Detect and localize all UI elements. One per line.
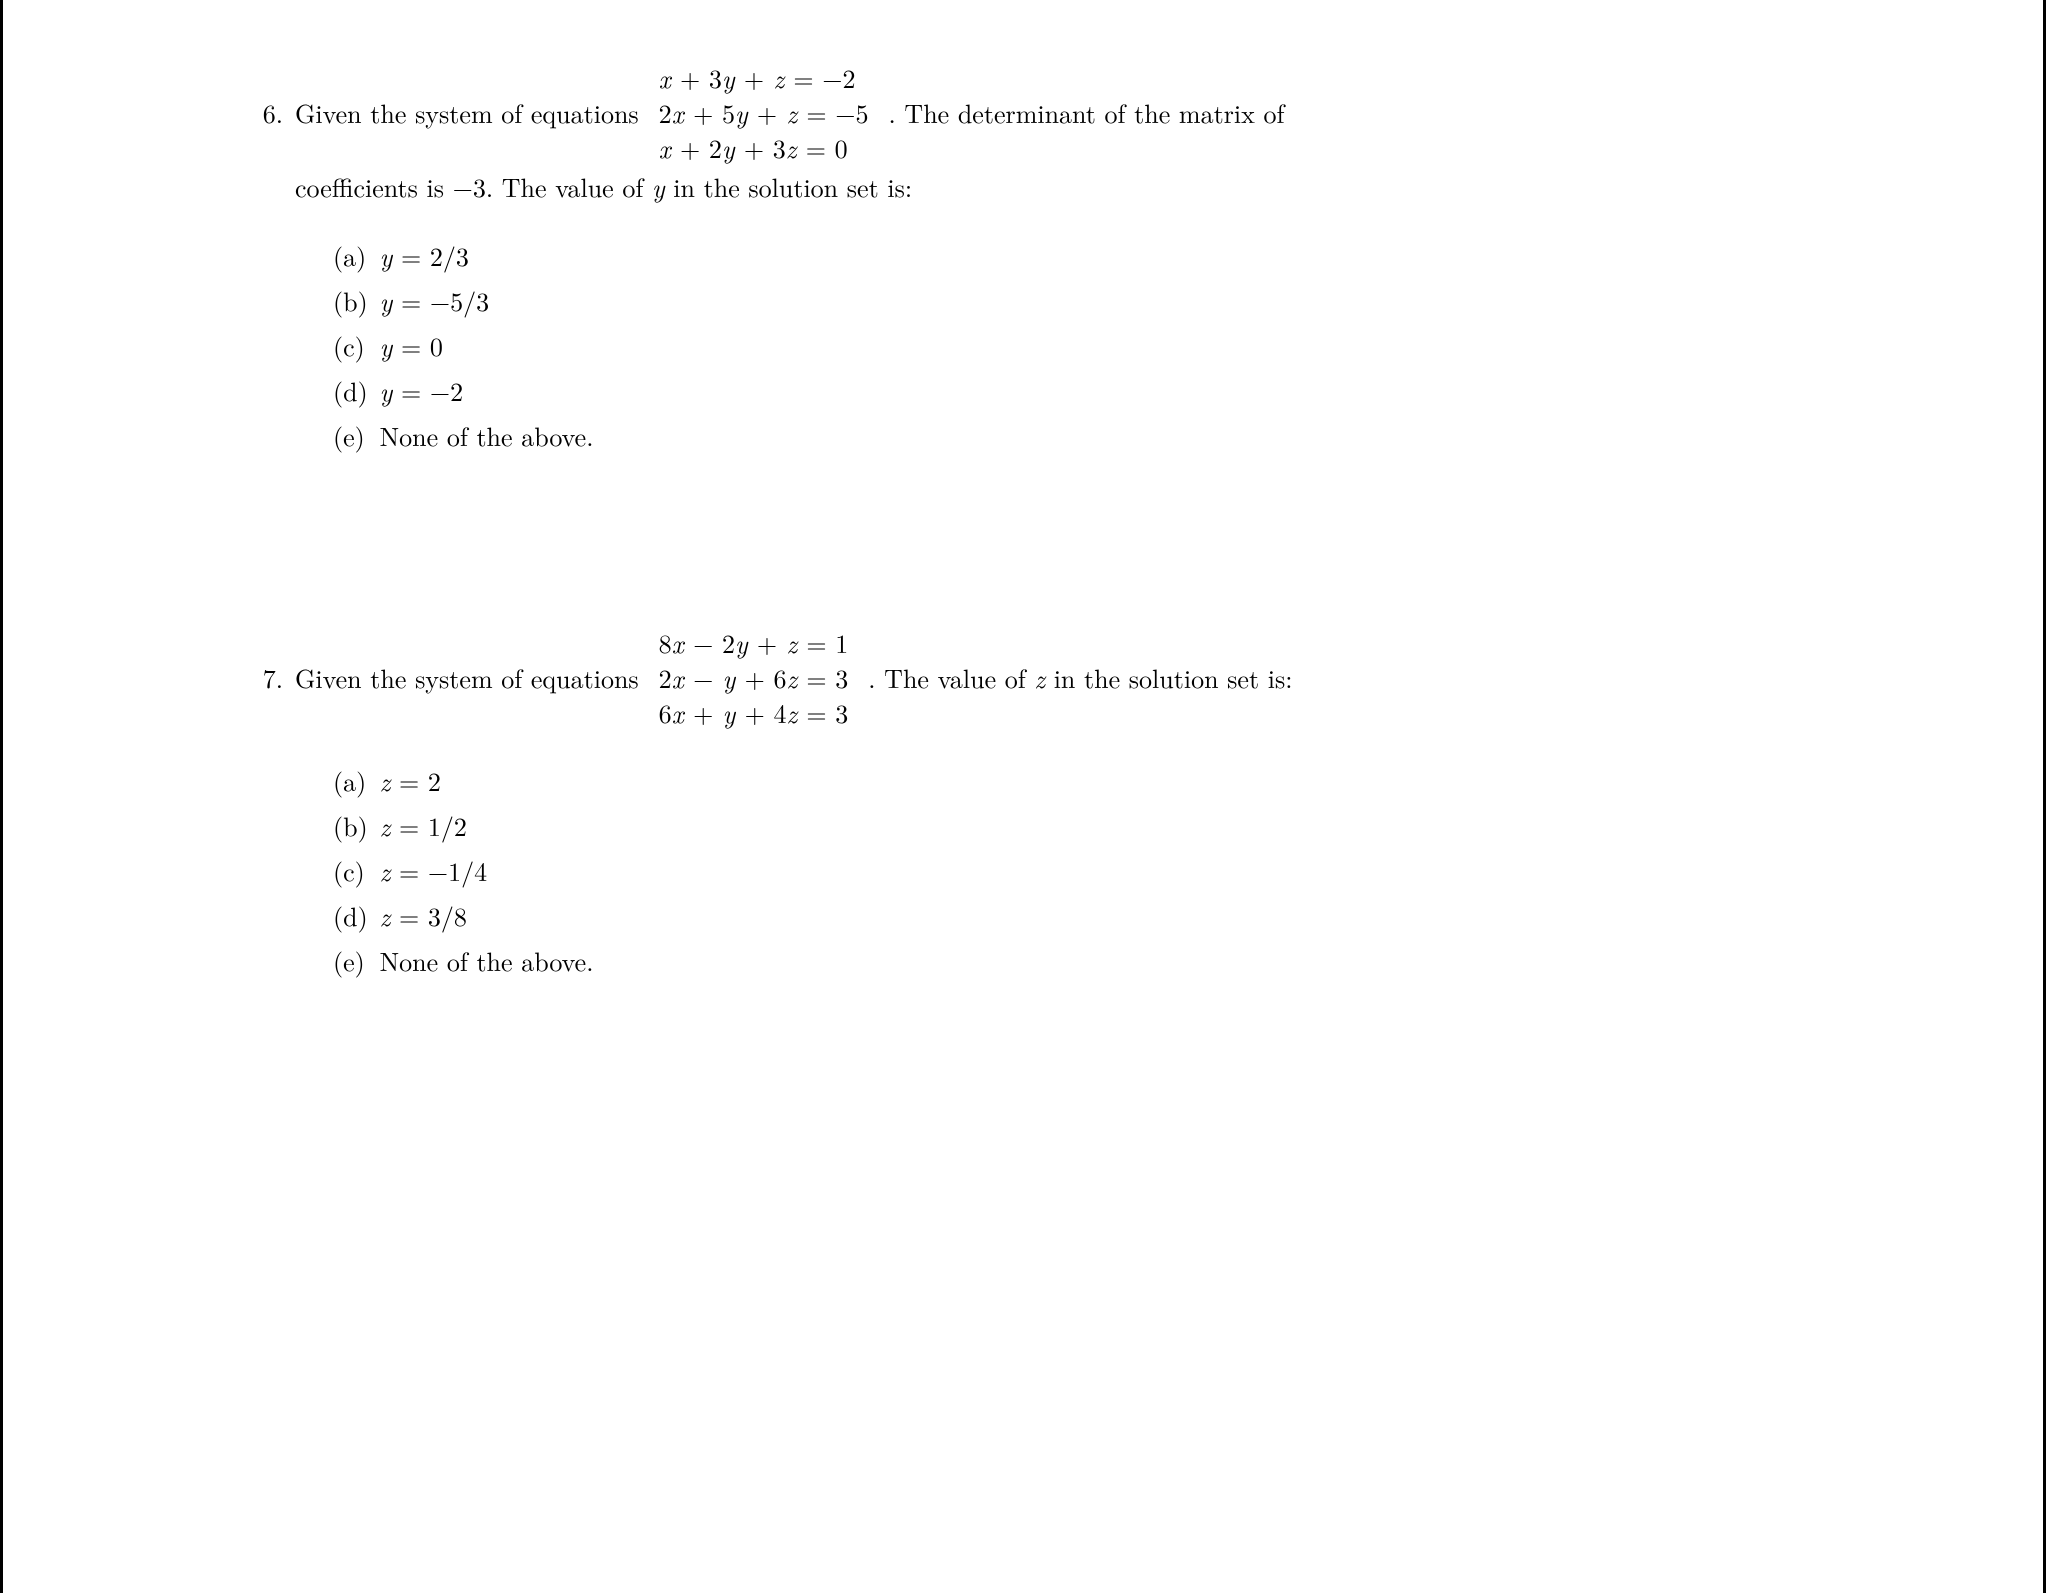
option-label: (c) [333,326,371,365]
option-b: (b) z = 1/2 [333,806,1803,845]
problem-number: 7. [243,658,283,697]
option-label: (d) [333,371,371,410]
option-b: (b) y = −5/3 [333,281,1803,320]
option-a: (a) y = 2/3 [333,236,1803,275]
problem-trail-text: . The determinant of the matrix of [889,93,1285,132]
option-a: (a) z = 2 [333,761,1803,800]
equation-block: 8x − 2y + z = 1 2x − y + 6z = 3 6x + y +… [659,625,849,730]
option-text: None of the above. [380,417,594,454]
option-label: (a) [333,761,371,800]
problem-7: 7. Given the system of equations 8x − 2y… [243,625,1803,979]
options-list: (a) z = 2 (b) z = 1/2 (c) z = −1/4 (d) z… [333,761,1803,980]
problem-lead-text: Given the system of equations [295,658,639,697]
option-c: (c) y = 0 [333,326,1803,365]
option-label: (e) [333,416,371,455]
option-d: (d) y = −2 [333,371,1803,410]
option-text: None of the above. [380,942,594,979]
option-label: (d) [333,896,371,935]
equation-line: 2x − y + 6z = 3 [659,660,849,695]
option-label: (e) [333,941,371,980]
option-label: (c) [333,851,371,890]
options-list: (a) y = 2/3 (b) y = −5/3 (c) y = 0 (d) y… [333,236,1803,455]
problem-lead-text: Given the system of equations [295,93,639,132]
equation-line: x + 3y + z = −2 [659,60,856,95]
equation-block: x + 3y + z = −2 2x + 5y + z = −5 x + 2y … [659,60,869,165]
problem-6-stem-row: 6. Given the system of equations x + 3y … [243,60,1803,165]
option-d: (d) z = 3/8 [333,896,1803,935]
equation-line: 8x − 2y + z = 1 [659,625,849,660]
problem-7-stem-row: 7. Given the system of equations 8x − 2y… [243,625,1803,730]
equation-line: 2x + 5y + z = −5 [659,95,869,130]
page: 6. Given the system of equations x + 3y … [0,0,2046,1593]
problem-6: 6. Given the system of equations x + 3y … [243,60,1803,455]
problem-number: 6. [243,93,283,132]
problem-continuation: coefficients is −3. The value of y in th… [295,167,1803,206]
problem-trail-text: . The value of z in the solution set is: [868,658,1292,697]
option-label: (b) [333,281,371,320]
option-e: (e) None of the above. [333,941,1803,980]
option-c: (c) z = −1/4 [333,851,1803,890]
equation-line: x + 2y + 3z = 0 [659,130,848,165]
equation-line: 6x + y + 4z = 3 [659,695,849,730]
option-label: (b) [333,806,371,845]
option-e: (e) None of the above. [333,416,1803,455]
option-label: (a) [333,236,371,275]
